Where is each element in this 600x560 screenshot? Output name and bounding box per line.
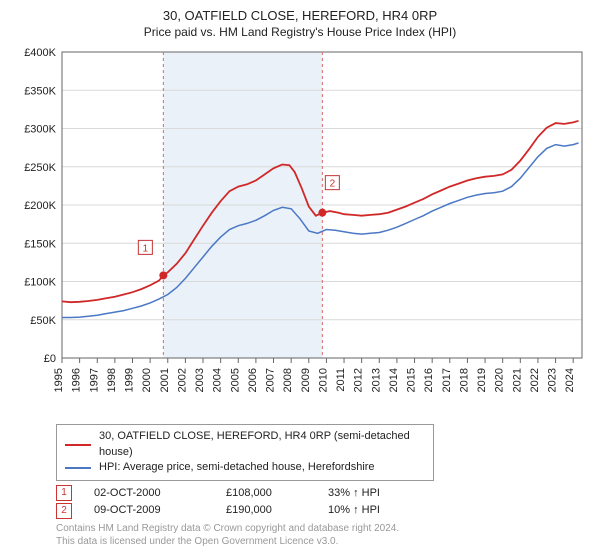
svg-text:2004: 2004 xyxy=(212,368,224,392)
svg-text:2015: 2015 xyxy=(406,368,418,392)
legend-swatch xyxy=(65,444,91,446)
svg-text:£400K: £400K xyxy=(24,47,56,59)
legend-swatch xyxy=(65,467,91,469)
footer-attribution: Contains HM Land Registry data © Crown c… xyxy=(56,522,586,548)
svg-text:£100K: £100K xyxy=(24,277,56,289)
svg-text:2010: 2010 xyxy=(317,368,329,392)
svg-text:£150K: £150K xyxy=(24,239,56,251)
svg-text:2023: 2023 xyxy=(547,368,559,392)
legend-item: HPI: Average price, semi-detached house,… xyxy=(65,460,425,475)
svg-text:£250K: £250K xyxy=(24,162,56,174)
svg-text:2: 2 xyxy=(330,179,336,190)
svg-text:2024: 2024 xyxy=(564,368,576,392)
legend-item: 30, OATFIELD CLOSE, HEREFORD, HR4 0RP (s… xyxy=(65,429,425,460)
svg-text:1997: 1997 xyxy=(88,368,100,392)
svg-text:2021: 2021 xyxy=(511,368,523,392)
sale-price: £190,000 xyxy=(226,502,306,520)
svg-text:2019: 2019 xyxy=(476,368,488,392)
sale-row: 2 09-OCT-2009 £190,000 10% ↑ HPI xyxy=(56,502,586,520)
price-chart: £0 £50K £100K £150K £200K £250K £300K £350K £400… xyxy=(14,46,586,418)
legend: 30, OATFIELD CLOSE, HEREFORD, HR4 0RP (s… xyxy=(56,424,434,480)
chart-title: 30, OATFIELD CLOSE, HEREFORD, HR4 0RP xyxy=(14,8,586,25)
svg-text:2011: 2011 xyxy=(335,368,347,392)
sale-price: £108,000 xyxy=(226,485,306,503)
sale-date: 02-OCT-2000 xyxy=(94,485,204,503)
svg-text:2014: 2014 xyxy=(388,368,400,392)
sale-date: 09-OCT-2009 xyxy=(94,502,204,520)
svg-text:2017: 2017 xyxy=(441,368,453,392)
svg-text:1996: 1996 xyxy=(71,368,83,392)
svg-text:2013: 2013 xyxy=(370,368,382,392)
sale-marker-badge: 2 xyxy=(56,503,72,519)
footer-line2: This data is licensed under the Open Gov… xyxy=(56,535,586,548)
svg-text:£200K: £200K xyxy=(24,200,56,212)
svg-text:1999: 1999 xyxy=(124,368,136,392)
svg-text:£50K: £50K xyxy=(30,315,56,327)
sale-row: 1 02-OCT-2000 £108,000 33% ↑ HPI xyxy=(56,485,586,503)
svg-text:2008: 2008 xyxy=(282,368,294,392)
svg-text:1995: 1995 xyxy=(53,368,65,392)
svg-text:2012: 2012 xyxy=(353,368,365,392)
svg-text:2002: 2002 xyxy=(176,368,188,392)
legend-label: 30, OATFIELD CLOSE, HEREFORD, HR4 0RP (s… xyxy=(99,429,425,460)
svg-text:1998: 1998 xyxy=(106,368,118,392)
svg-text:2007: 2007 xyxy=(265,368,277,392)
sales-table: 1 02-OCT-2000 £108,000 33% ↑ HPI 2 09-OCT-200… xyxy=(56,485,586,520)
sale-marker-badge: 1 xyxy=(56,485,72,501)
footer-line1: Contains HM Land Registry data © Crown c… xyxy=(56,522,586,535)
svg-text:2018: 2018 xyxy=(458,368,470,392)
svg-text:2005: 2005 xyxy=(229,368,241,392)
svg-text:2020: 2020 xyxy=(494,368,506,392)
svg-text:2009: 2009 xyxy=(300,368,312,392)
svg-text:£0: £0 xyxy=(44,353,56,365)
svg-text:2003: 2003 xyxy=(194,368,206,392)
svg-text:2006: 2006 xyxy=(247,368,259,392)
svg-text:£300K: £300K xyxy=(24,124,56,136)
svg-text:2000: 2000 xyxy=(141,368,153,392)
sale-pct-vs-hpi: 33% ↑ HPI xyxy=(328,485,418,503)
svg-text:1: 1 xyxy=(143,244,149,255)
chart-subtitle: Price paid vs. HM Land Registry's House … xyxy=(14,25,586,41)
svg-text:£350K: £350K xyxy=(24,86,56,98)
svg-text:2016: 2016 xyxy=(423,368,435,392)
legend-label: HPI: Average price, semi-detached house,… xyxy=(99,460,375,475)
sale-pct-vs-hpi: 10% ↑ HPI xyxy=(328,502,418,520)
svg-text:2022: 2022 xyxy=(529,368,541,392)
svg-text:2001: 2001 xyxy=(159,368,171,392)
